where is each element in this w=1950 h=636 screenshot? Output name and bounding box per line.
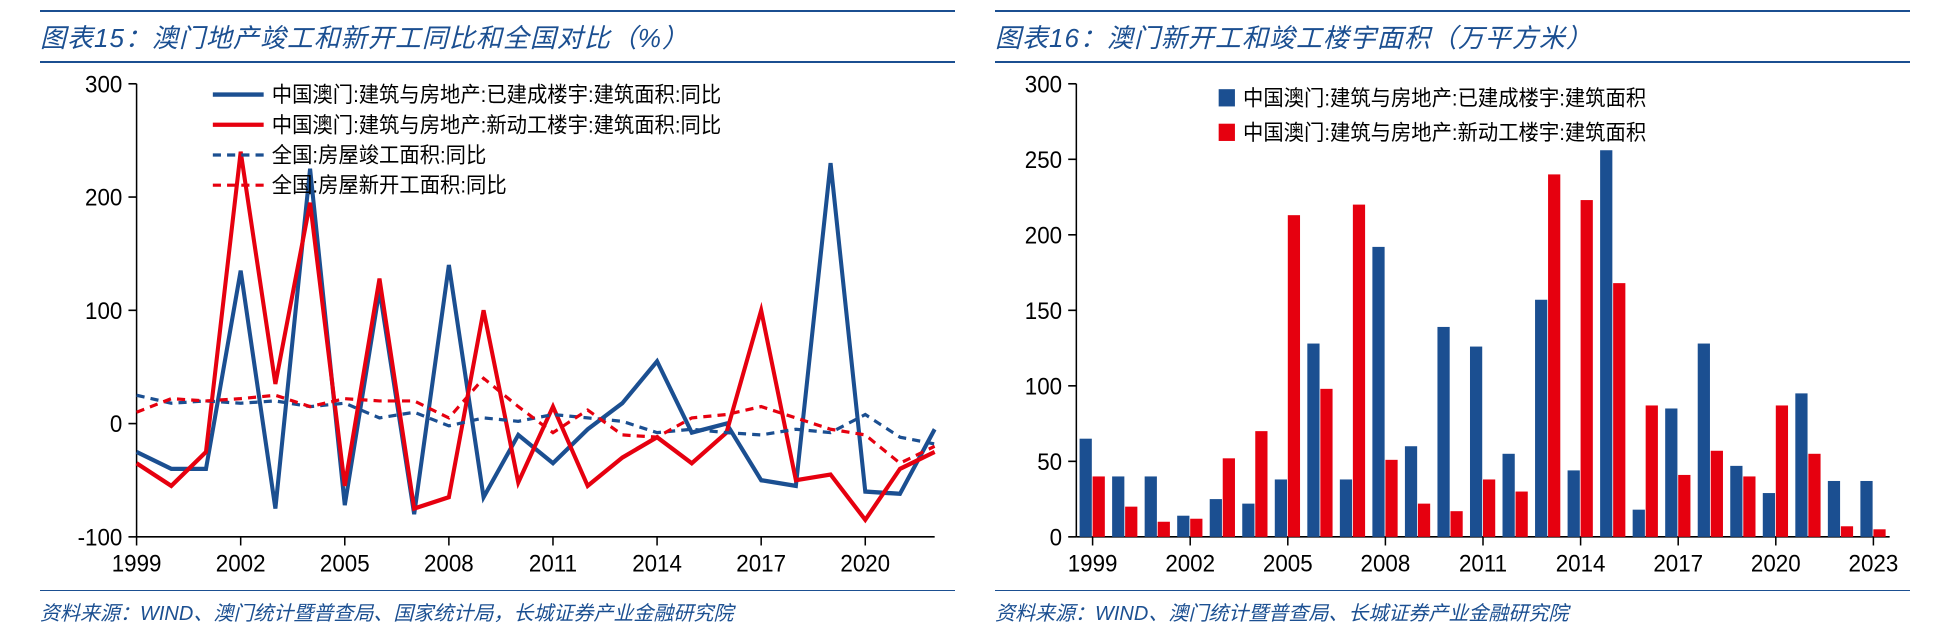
svg-text:2008: 2008 [424,550,474,577]
svg-text:2002: 2002 [1165,550,1215,577]
svg-text:100: 100 [1025,373,1062,400]
svg-text:中国澳门:建筑与房地产:已建成楼宇:建筑面积:同比: 中国澳门:建筑与房地产:已建成楼宇:建筑面积:同比 [272,84,721,108]
svg-text:2020: 2020 [840,550,890,577]
svg-text:全国:房屋新开工面积:同比: 全国:房屋新开工面积:同比 [272,174,507,198]
svg-text:2005: 2005 [1263,550,1313,577]
svg-text:200: 200 [85,184,122,211]
svg-text:2017: 2017 [736,550,786,577]
svg-text:0: 0 [1050,524,1062,551]
svg-text:2017: 2017 [1653,550,1703,577]
source-row: 资料来源：WIND、澳门统计暨普查局、国家统计局，长城证券产业金融研究院 [40,590,955,626]
chart-title: 图表15：澳门地产竣工和新开工同比和全国对比（%） [40,23,689,53]
svg-text:2014: 2014 [1556,550,1606,577]
svg-text:中国澳门:建筑与房地产:新动工楼宇:建筑面积:同比: 中国澳门:建筑与房地产:新动工楼宇:建筑面积:同比 [272,114,721,138]
svg-text:中国澳门:建筑与房地产:新动工楼宇:建筑面积: 中国澳门:建筑与房地产:新动工楼宇:建筑面积 [1243,121,1646,145]
svg-text:2005: 2005 [320,550,370,577]
svg-text:100: 100 [85,297,122,324]
svg-text:2014: 2014 [632,550,682,577]
svg-text:全国:房屋竣工面积:同比: 全国:房屋竣工面积:同比 [272,144,487,168]
svg-text:1999: 1999 [112,550,162,577]
svg-text:2008: 2008 [1361,550,1411,577]
source-text: 资料来源：WIND、澳门统计暨普查局、国家统计局，长城证券产业金融研究院 [40,603,733,625]
svg-text:300: 300 [1025,73,1062,98]
chart-title-row: 图表16：澳门新开工和竣工楼宇面积（万平方米） [995,10,1910,63]
svg-text:50: 50 [1037,448,1062,475]
svg-text:300: 300 [85,73,122,98]
svg-text:150: 150 [1025,297,1062,324]
svg-text:250: 250 [1025,146,1062,173]
bar-chart: 0 50 100 150 200 250 300 1999 2002 2005 2008 2011 20… [995,73,1910,580]
svg-text:2011: 2011 [529,550,577,577]
source-row: 资料来源：WIND、澳门统计暨普查局、长城证券产业金融研究院 [995,590,1910,626]
svg-text:2023: 2023 [1849,550,1899,577]
svg-text:2002: 2002 [216,550,266,577]
svg-text:0: 0 [110,411,122,438]
svg-text:200: 200 [1025,222,1062,249]
svg-text:中国澳门:建筑与房地产:已建成楼宇:建筑面积: 中国澳门:建筑与房地产:已建成楼宇:建筑面积 [1243,87,1646,111]
svg-text:2020: 2020 [1751,550,1801,577]
right-panel: 图表16：澳门新开工和竣工楼宇面积（万平方米） 0 50 100 150 200 250 3… [975,10,1930,626]
chart-title-row: 图表15：澳门地产竣工和新开工同比和全国对比（%） [40,10,955,63]
chart-title: 图表16：澳门新开工和竣工楼宇面积（万平方米） [995,23,1593,53]
source-text: 资料来源：WIND、澳门统计暨普查局、长城证券产业金融研究院 [995,603,1568,625]
svg-text:1999: 1999 [1068,550,1118,577]
line-chart: -100 0 100 200 300 1999 2002 2005 2008 2011 2014 20… [40,73,955,580]
svg-text:2011: 2011 [1459,550,1507,577]
left-panel: 图表15：澳门地产竣工和新开工同比和全国对比（%） -100 0 100 200 300… [20,10,975,626]
svg-text:-100: -100 [78,524,123,551]
